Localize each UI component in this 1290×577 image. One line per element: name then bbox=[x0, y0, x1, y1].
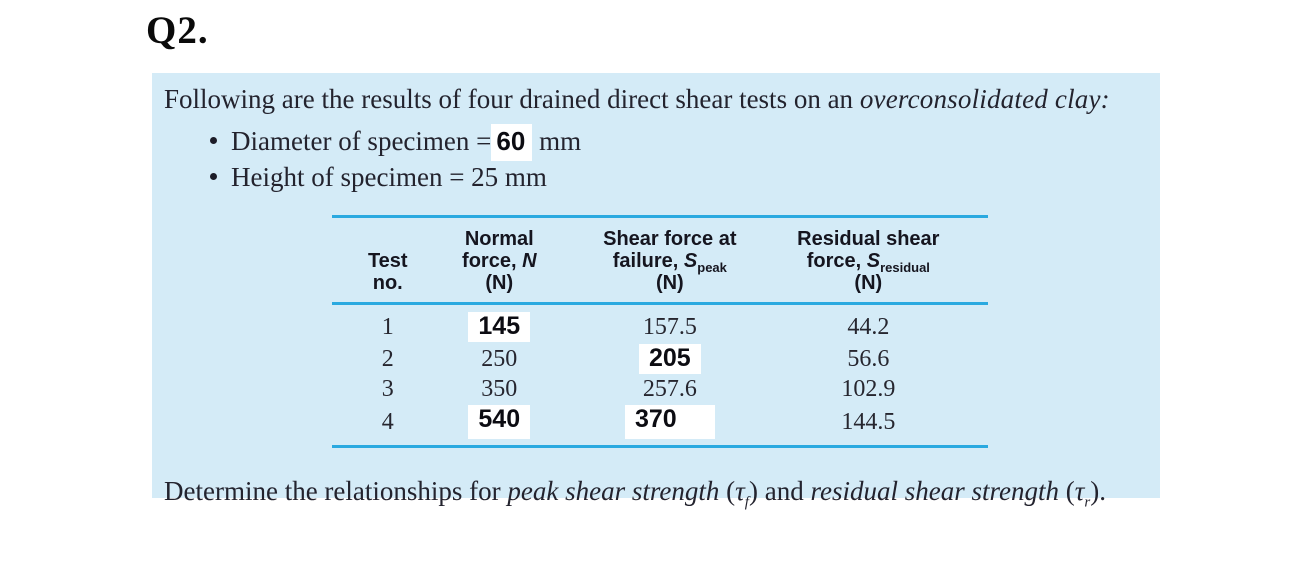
header-normal-force: Normal force, N (N) bbox=[444, 217, 556, 304]
specimen-specs-list: Diameter of specimen = 60 mm Height of sp… bbox=[210, 123, 1146, 195]
bullet-icon bbox=[210, 137, 217, 144]
cell-test-no: 4 bbox=[381, 408, 394, 435]
cell-peak-force: 370 bbox=[555, 404, 785, 447]
header-text: force, bbox=[462, 250, 523, 272]
term-residual-shear-strength: residual shear strength bbox=[810, 476, 1059, 506]
closing-question: Determine the relationships for peak she… bbox=[164, 474, 1146, 519]
cell-residual-force: 44.2 bbox=[847, 313, 890, 340]
cell-normal-force: 250 bbox=[481, 345, 518, 372]
header-unit: (N) bbox=[485, 272, 514, 294]
header-line: Shear force at bbox=[603, 228, 737, 250]
intro-italic: overconsolidated clay: bbox=[859, 84, 1110, 114]
cell-normal-force: 350 bbox=[481, 376, 518, 402]
tau-subscript-r: r bbox=[1084, 494, 1090, 510]
edited-value-highlight: 370 bbox=[624, 405, 715, 439]
table-header-row: Test no. Normal force, N (N) Shear force… bbox=[332, 217, 988, 304]
header-unit: (N) bbox=[854, 272, 883, 294]
intro-plain: Following are the results of four draine… bbox=[164, 84, 860, 114]
question-label: Q2. bbox=[146, 9, 209, 52]
header-residual-shear-force: Residual shear force, Sresidual (N) bbox=[785, 217, 988, 304]
subscript-residual: residual bbox=[880, 260, 930, 275]
cell-test-no: 3 bbox=[381, 376, 394, 402]
symbol-S-residual: S bbox=[866, 250, 881, 272]
shear-test-results-table: Test no. Normal force, N (N) Shear force… bbox=[332, 215, 988, 448]
header-test-no: Test no. bbox=[332, 217, 444, 304]
header-line: no. bbox=[372, 272, 403, 294]
table-row: 4 540 370 144.5 bbox=[332, 404, 988, 447]
header-peak-shear-force: Shear force at failure, Speak (N) bbox=[555, 217, 785, 304]
diameter-value-highlight: 60 bbox=[491, 124, 533, 161]
cell-test-no: 1 bbox=[381, 313, 394, 340]
edited-value-highlight: 205 bbox=[638, 344, 701, 374]
paren-open: ( bbox=[1058, 476, 1075, 506]
cell-normal-force: 145 bbox=[444, 304, 556, 344]
table-row: 1 145 157.5 44.2 bbox=[332, 304, 988, 344]
spec-diameter-item: Diameter of specimen = 60 mm bbox=[210, 123, 1146, 161]
header-line: force, N bbox=[444, 250, 556, 272]
cell-test-no: 2 bbox=[381, 345, 394, 372]
closing-end: ). bbox=[1090, 476, 1106, 506]
spec-height-text: Height of specimen = 25 mm bbox=[231, 162, 547, 192]
closing-pre: Determine the relationships for bbox=[164, 476, 508, 506]
header-line: Test bbox=[367, 250, 408, 272]
cell-peak-force: 157.5 bbox=[642, 313, 697, 340]
header-text: failure, bbox=[612, 250, 684, 272]
subscript-r: r bbox=[1084, 494, 1091, 511]
tau-symbol: τ bbox=[735, 476, 745, 506]
edited-value-highlight: 540 bbox=[468, 405, 531, 439]
symbol-S-peak: S bbox=[683, 250, 698, 272]
header-line: Normal bbox=[464, 228, 534, 250]
table-row: 3 350 257.6 102.9 bbox=[332, 375, 988, 404]
cell-normal-force: 540 bbox=[444, 404, 556, 447]
subscript-f: f bbox=[744, 494, 749, 511]
header-line: failure, Speak bbox=[555, 250, 785, 275]
problem-statement-box: Following are the results of four draine… bbox=[152, 73, 1160, 510]
cell-peak-force: 205 bbox=[555, 343, 785, 375]
cell-residual-force: 144.5 bbox=[841, 408, 896, 435]
paren-open: ( bbox=[719, 476, 736, 506]
tau-subscript-f: f bbox=[745, 494, 749, 510]
table-row: 2 250 205 56.6 bbox=[332, 343, 988, 375]
header-line: Residual shear bbox=[797, 228, 940, 250]
spec-diameter-text: Diameter of specimen = 60 mm bbox=[231, 123, 582, 161]
bullet-icon bbox=[210, 173, 217, 180]
spec-diameter-unit: mm bbox=[532, 126, 582, 156]
cell-residual-force: 102.9 bbox=[841, 376, 896, 402]
header-unit: (N) bbox=[655, 272, 684, 294]
subscript-peak: peak bbox=[697, 260, 727, 275]
closing-mid: ) and bbox=[748, 476, 811, 506]
header-text: force, bbox=[806, 250, 867, 272]
edited-value-highlight: 145 bbox=[468, 312, 531, 342]
intro-text: Following are the results of four draine… bbox=[164, 81, 1146, 117]
term-peak-shear-strength: peak shear strength bbox=[507, 476, 720, 506]
symbol-N: N bbox=[522, 250, 537, 272]
cell-peak-force: 257.6 bbox=[642, 376, 697, 402]
header-line: force, Sresidual bbox=[785, 250, 952, 275]
spec-height-item: Height of specimen = 25 mm bbox=[210, 159, 1146, 195]
tau-symbol: τ bbox=[1074, 476, 1085, 506]
cell-residual-force: 56.6 bbox=[847, 345, 890, 372]
spec-diameter-pre: Diameter of specimen = bbox=[231, 126, 492, 156]
